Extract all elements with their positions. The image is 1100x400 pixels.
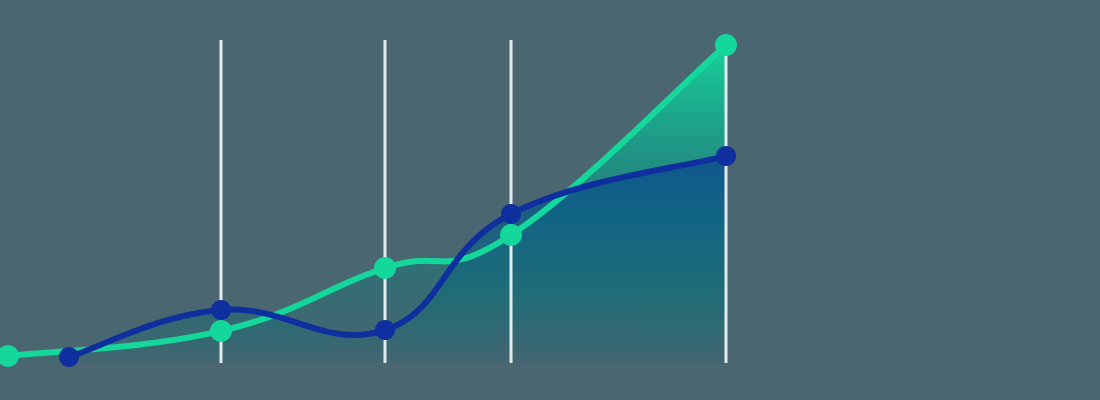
blue-data-point-0[interactable] <box>59 347 79 367</box>
green-data-point-1[interactable] <box>210 320 232 342</box>
blue-data-point-2[interactable] <box>375 320 395 340</box>
blue-series-line <box>66 153 729 360</box>
blue-data-point-1[interactable] <box>211 300 231 320</box>
blue-series-points[interactable] <box>59 146 736 367</box>
green-series-points[interactable] <box>0 34 737 367</box>
green-data-point-4[interactable] <box>715 34 737 56</box>
green-data-point-2[interactable] <box>374 257 396 279</box>
green-data-point-3[interactable] <box>500 224 522 246</box>
blue-data-point-4[interactable] <box>716 146 736 166</box>
green-data-point-0[interactable] <box>0 345 19 367</box>
blue-data-point-3[interactable] <box>501 204 521 224</box>
